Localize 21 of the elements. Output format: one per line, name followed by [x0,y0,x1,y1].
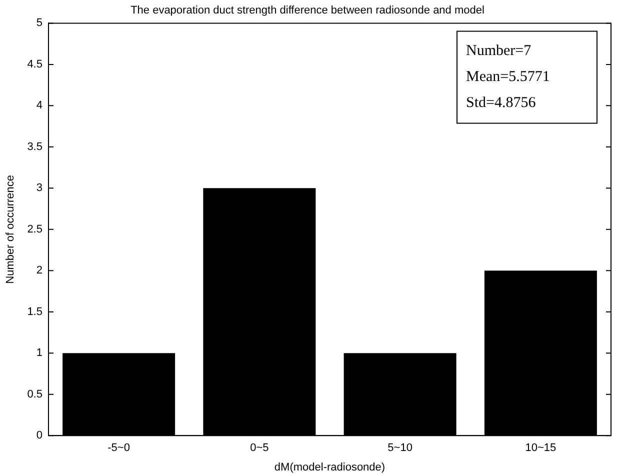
x-axis-title: dM(model-radiosonde) [274,461,386,474]
x-tick-label: 5~10 [388,442,412,454]
y-tick-label: 2.5 [27,223,42,236]
y-tick-label: 1.5 [27,306,42,318]
annotation: Mean=5.5771 [466,69,550,86]
y-axis-title: Number of occurrence [4,174,17,284]
chart-title: The evaporation duct strength difference between radiosonde and model [130,4,484,17]
x-tick-label: -5~0 [108,442,130,454]
y-tick-label: 3.5 [27,140,42,153]
annotation: Number=7 [466,43,532,60]
y-tick-label: 5 [36,17,42,30]
x-tick-label: 10~15 [525,442,556,454]
y-tick-label: 4.5 [27,58,42,70]
y-tick-label: 4 [36,100,42,112]
annotation: Std=4.8756 [466,95,536,112]
y-tick-label: 0 [36,430,42,442]
y-tick-label: 2 [36,264,42,277]
x-tick-label: 0~5 [250,442,269,454]
y-tick-label: 0.5 [27,388,42,400]
y-tick-label: 1 [36,347,42,360]
y-tick-label: 3 [36,182,42,194]
